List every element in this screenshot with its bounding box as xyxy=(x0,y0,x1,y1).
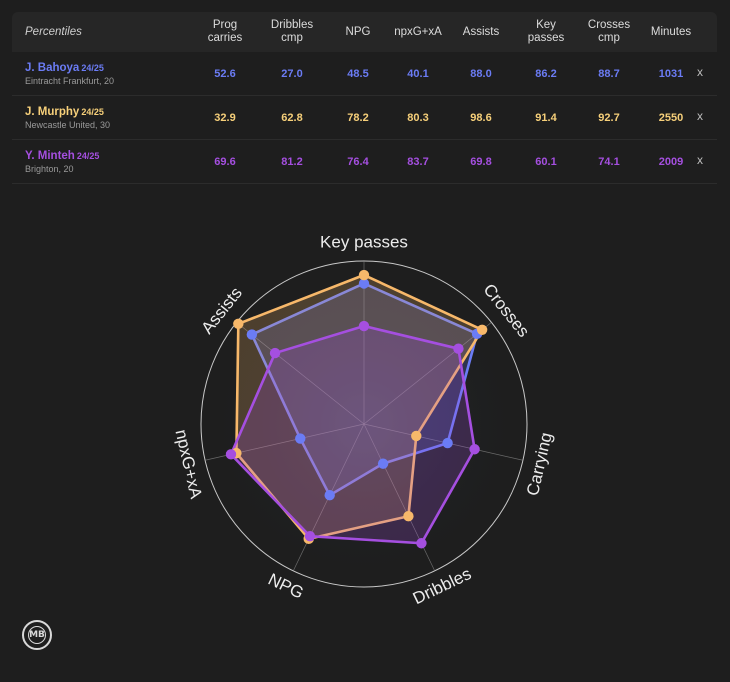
stat-cell: 69.8 xyxy=(470,155,492,168)
radar-spoke xyxy=(236,322,365,425)
column-header[interactable]: NPG xyxy=(345,25,371,38)
player-name[interactable]: Y. Minteh 24/25 xyxy=(25,150,99,162)
radar-point xyxy=(453,343,464,354)
player-name-text: J. Murphy xyxy=(25,106,80,118)
radar-axis-label: Key passes xyxy=(320,232,408,251)
stat-cell: 88.7 xyxy=(598,67,620,80)
player-season: 24/25 xyxy=(76,151,100,161)
player-club: Newcastle United, 30 xyxy=(25,120,111,130)
logo-icon: MB xyxy=(22,620,52,650)
remove-player-button[interactable]: x xyxy=(697,65,703,79)
player-club: Brighton, 20 xyxy=(25,164,74,174)
radar-point xyxy=(358,278,370,289)
stat-cell: 27.0 xyxy=(281,67,303,80)
player-season: 24/25 xyxy=(81,107,104,117)
radar-point xyxy=(403,511,414,522)
table-row: J. Murphy 24/25 Newcastle United, 30 32.9 62… xyxy=(12,96,717,140)
stat-cell: 98.6 xyxy=(470,111,492,124)
stat-cell: 88.0 xyxy=(470,67,492,80)
remove-player-button[interactable]: x xyxy=(697,153,703,167)
radar-point xyxy=(233,318,244,329)
radar-point xyxy=(295,433,306,444)
percentile-table: Percentiles Prog carries Dribbles cmp NPG np… xyxy=(12,12,717,184)
column-header[interactable]: Crosses cmp xyxy=(587,19,631,44)
stat-cell: 78.2 xyxy=(347,111,369,124)
player-club: Eintracht Frankfurt, 20 xyxy=(25,76,115,86)
player-name[interactable]: J. Murphy 24/25 xyxy=(25,106,104,118)
radar-point xyxy=(269,347,281,359)
radar-point xyxy=(416,538,427,549)
radar-point xyxy=(377,458,389,469)
stat-cell: 48.5 xyxy=(347,67,369,80)
column-header[interactable]: Dribbles cmp xyxy=(270,19,314,44)
stat-cell: 86.2 xyxy=(535,67,557,80)
stat-cell: 60.1 xyxy=(535,155,557,168)
radar-point xyxy=(304,530,316,542)
radar-point xyxy=(442,437,453,449)
player-name[interactable]: J. Bahoya 24/25 xyxy=(25,62,104,74)
stat-cell: 2009 xyxy=(658,155,684,168)
column-header[interactable]: Assists xyxy=(462,25,500,38)
column-header[interactable]: Minutes xyxy=(650,25,692,38)
stat-cell: 2550 xyxy=(658,111,684,124)
radar-point xyxy=(246,329,258,340)
stat-cell: 32.9 xyxy=(214,111,236,124)
column-header[interactable]: Prog carries xyxy=(207,19,243,44)
logo-text: MB xyxy=(29,630,45,640)
radar-point xyxy=(476,324,488,335)
player-name-text: Y. Minteh xyxy=(25,150,75,162)
stat-cell: 1031 xyxy=(658,67,684,80)
header-percentiles: Percentiles xyxy=(25,25,82,38)
table-header: Percentiles Prog carries Dribbles cmp NPG np… xyxy=(12,12,717,52)
column-header[interactable]: Key passes xyxy=(527,19,565,44)
stat-cell: 69.6 xyxy=(214,155,236,168)
radar-spoke xyxy=(363,322,492,425)
stat-cell: 40.1 xyxy=(407,67,429,80)
radar-point xyxy=(469,444,480,455)
radar-point xyxy=(358,269,370,281)
radar-series-area xyxy=(250,282,479,497)
radar-point xyxy=(225,449,237,460)
stat-cell: 80.3 xyxy=(407,111,429,124)
stat-cell: 83.7 xyxy=(407,155,429,168)
column-header[interactable]: npxG+xA xyxy=(394,25,442,38)
stat-cell: 74.1 xyxy=(598,155,620,168)
stat-cell: 92.7 xyxy=(598,111,620,124)
table-row: Y. Minteh 24/25 Brighton, 20 69.6 81.2 76.4 83… xyxy=(12,140,717,184)
stat-cell: 52.6 xyxy=(214,67,236,80)
remove-player-button[interactable]: x xyxy=(697,109,703,123)
player-name-text: J. Bahoya xyxy=(25,62,80,74)
table-row: J. Bahoya 24/25 Eintracht Frankfurt, 20 52.… xyxy=(12,52,717,96)
stat-cell: 91.4 xyxy=(535,111,557,124)
stat-cell: 62.8 xyxy=(281,111,303,124)
radar-point xyxy=(411,430,422,442)
radar-series-area xyxy=(229,324,476,545)
player-season: 24/25 xyxy=(81,63,104,73)
stat-cell: 76.4 xyxy=(347,155,369,168)
stat-cell: 81.2 xyxy=(281,155,303,168)
radar-point xyxy=(324,490,335,501)
radar-point xyxy=(358,320,370,332)
